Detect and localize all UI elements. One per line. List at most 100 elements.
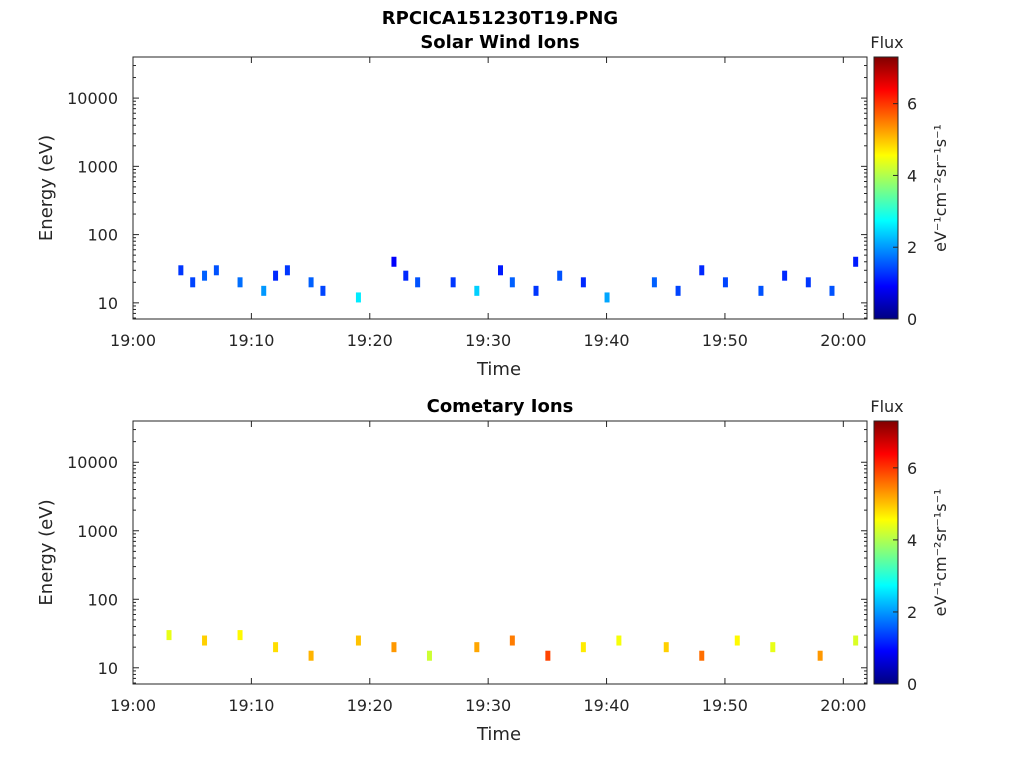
heatmap-cell bbox=[320, 285, 326, 296]
heatmap-cell bbox=[805, 277, 811, 288]
y-tick-label: 10 bbox=[98, 659, 118, 678]
heatmap-cell bbox=[190, 277, 196, 288]
heatmap-cell bbox=[237, 630, 243, 641]
colorbar-tick-label: 2 bbox=[907, 603, 917, 622]
chart-title: Solar Wind Ions bbox=[420, 32, 579, 53]
heatmap-cell bbox=[782, 270, 788, 281]
heatmap-cell bbox=[284, 265, 290, 276]
heatmap-cell bbox=[273, 270, 279, 281]
x-tick-label: 19:10 bbox=[228, 331, 274, 350]
heatmap-cell bbox=[273, 642, 279, 653]
chart-title: Cometary Ions bbox=[427, 396, 574, 417]
x-tick-label: 19:20 bbox=[347, 696, 393, 715]
heatmap-cell bbox=[391, 256, 397, 267]
x-tick-label: 19:50 bbox=[702, 331, 748, 350]
colorbar-label: eV⁻¹cm⁻²sr⁻¹s⁻¹ bbox=[931, 124, 950, 252]
x-tick-label: 19:10 bbox=[228, 696, 274, 715]
heatmap-cell bbox=[545, 650, 551, 661]
heatmap-cell bbox=[533, 285, 539, 296]
y-tick-label: 100 bbox=[87, 590, 118, 609]
figure-filename: RPCICA151230T19.PNG bbox=[382, 8, 618, 29]
colorbar-tick-label: 0 bbox=[907, 675, 917, 694]
heatmap-cell bbox=[829, 285, 835, 296]
colorbar bbox=[873, 420, 899, 685]
heatmap-cell bbox=[261, 285, 267, 296]
heatmap-cell bbox=[675, 285, 681, 296]
y-tick-label: 100 bbox=[87, 226, 118, 245]
heatmap-cell bbox=[474, 285, 480, 296]
heatmap-cell bbox=[308, 650, 314, 661]
heatmap-cell bbox=[770, 642, 776, 653]
panel-2: Cometary Ions 19:00 19:10 19:20 19:30 19:40 19… bbox=[36, 396, 950, 745]
y-axis-label: Energy (eV) bbox=[36, 135, 57, 241]
heatmap-cell bbox=[166, 630, 172, 641]
heatmap-cell bbox=[722, 277, 728, 288]
heatmap-cell bbox=[509, 635, 515, 646]
x-tick-label: 20:00 bbox=[820, 696, 866, 715]
heatmap-cell bbox=[202, 635, 208, 646]
heatmap-cell bbox=[178, 265, 184, 276]
heatmap-cell bbox=[853, 256, 859, 267]
x-axis-label: Time bbox=[476, 359, 521, 380]
x-tick-label: 19:30 bbox=[465, 696, 511, 715]
y-tick-label: 10000 bbox=[67, 89, 118, 108]
heatmap-cell bbox=[758, 285, 764, 296]
y-axis-label: Energy (eV) bbox=[36, 499, 57, 605]
x-tick-label: 19:30 bbox=[465, 331, 511, 350]
heatmap-cell bbox=[853, 635, 859, 646]
heatmap-cell bbox=[663, 642, 669, 653]
heatmap-cell bbox=[308, 277, 314, 288]
heatmap-cell bbox=[202, 270, 208, 281]
heatmap-cell bbox=[237, 277, 243, 288]
colorbar-tick-label: 6 bbox=[907, 95, 917, 114]
colorbar-tick-label: 0 bbox=[907, 310, 917, 329]
heatmap-cell bbox=[734, 635, 740, 646]
colorbar-tick-label: 2 bbox=[907, 238, 917, 257]
heatmap-cell bbox=[450, 277, 456, 288]
x-tick-label: 19:40 bbox=[583, 696, 629, 715]
x-axis-label: Time bbox=[476, 724, 521, 745]
heatmap-cell bbox=[426, 650, 432, 661]
y-tick-label: 10 bbox=[98, 294, 118, 313]
x-tick-label: 19:00 bbox=[110, 696, 156, 715]
y-tick-label: 1000 bbox=[77, 157, 118, 176]
heatmap-cell bbox=[509, 277, 515, 288]
heatmap-cell bbox=[391, 642, 397, 653]
y-tick-label: 1000 bbox=[77, 522, 118, 541]
plot-area-frame bbox=[132, 420, 868, 685]
heatmap-cell bbox=[403, 270, 409, 281]
heatmap-cell bbox=[580, 277, 586, 288]
colorbar-tick-label: 4 bbox=[907, 531, 917, 550]
x-tick-label: 19:50 bbox=[702, 696, 748, 715]
heatmap-cell bbox=[604, 292, 610, 303]
heatmap-cell bbox=[474, 642, 480, 653]
heatmap-cell bbox=[699, 650, 705, 661]
panel-1: Solar Wind Ions 19:00 19:10 19:20 19:30 19:40… bbox=[36, 32, 950, 380]
heatmap-cell bbox=[355, 292, 361, 303]
heatmap-cell bbox=[580, 642, 586, 653]
heatmap-cell bbox=[616, 635, 622, 646]
y-tick-label: 10000 bbox=[67, 453, 118, 472]
heatmap-cell bbox=[213, 265, 219, 276]
colorbar-label: eV⁻¹cm⁻²sr⁻¹s⁻¹ bbox=[931, 489, 950, 617]
heatmap-cell bbox=[699, 265, 705, 276]
heatmap-cell bbox=[415, 277, 421, 288]
heatmap-cell bbox=[355, 635, 361, 646]
x-tick-label: 20:00 bbox=[820, 331, 866, 350]
colorbar-title: Flux bbox=[870, 33, 903, 52]
x-tick-label: 19:20 bbox=[347, 331, 393, 350]
colorbar bbox=[873, 56, 899, 320]
heatmap-cell bbox=[817, 650, 823, 661]
x-tick-label: 19:00 bbox=[110, 331, 156, 350]
heatmap-cells bbox=[166, 630, 859, 661]
colorbar-tick-label: 6 bbox=[907, 459, 917, 478]
heatmap-cell bbox=[557, 270, 563, 281]
heatmap-cell bbox=[651, 277, 657, 288]
colorbar-tick-label: 4 bbox=[907, 166, 917, 185]
x-tick-label: 19:40 bbox=[583, 331, 629, 350]
heatmap-cells bbox=[178, 256, 859, 303]
heatmap-cell bbox=[498, 265, 503, 276]
plot-area-frame bbox=[132, 56, 868, 320]
